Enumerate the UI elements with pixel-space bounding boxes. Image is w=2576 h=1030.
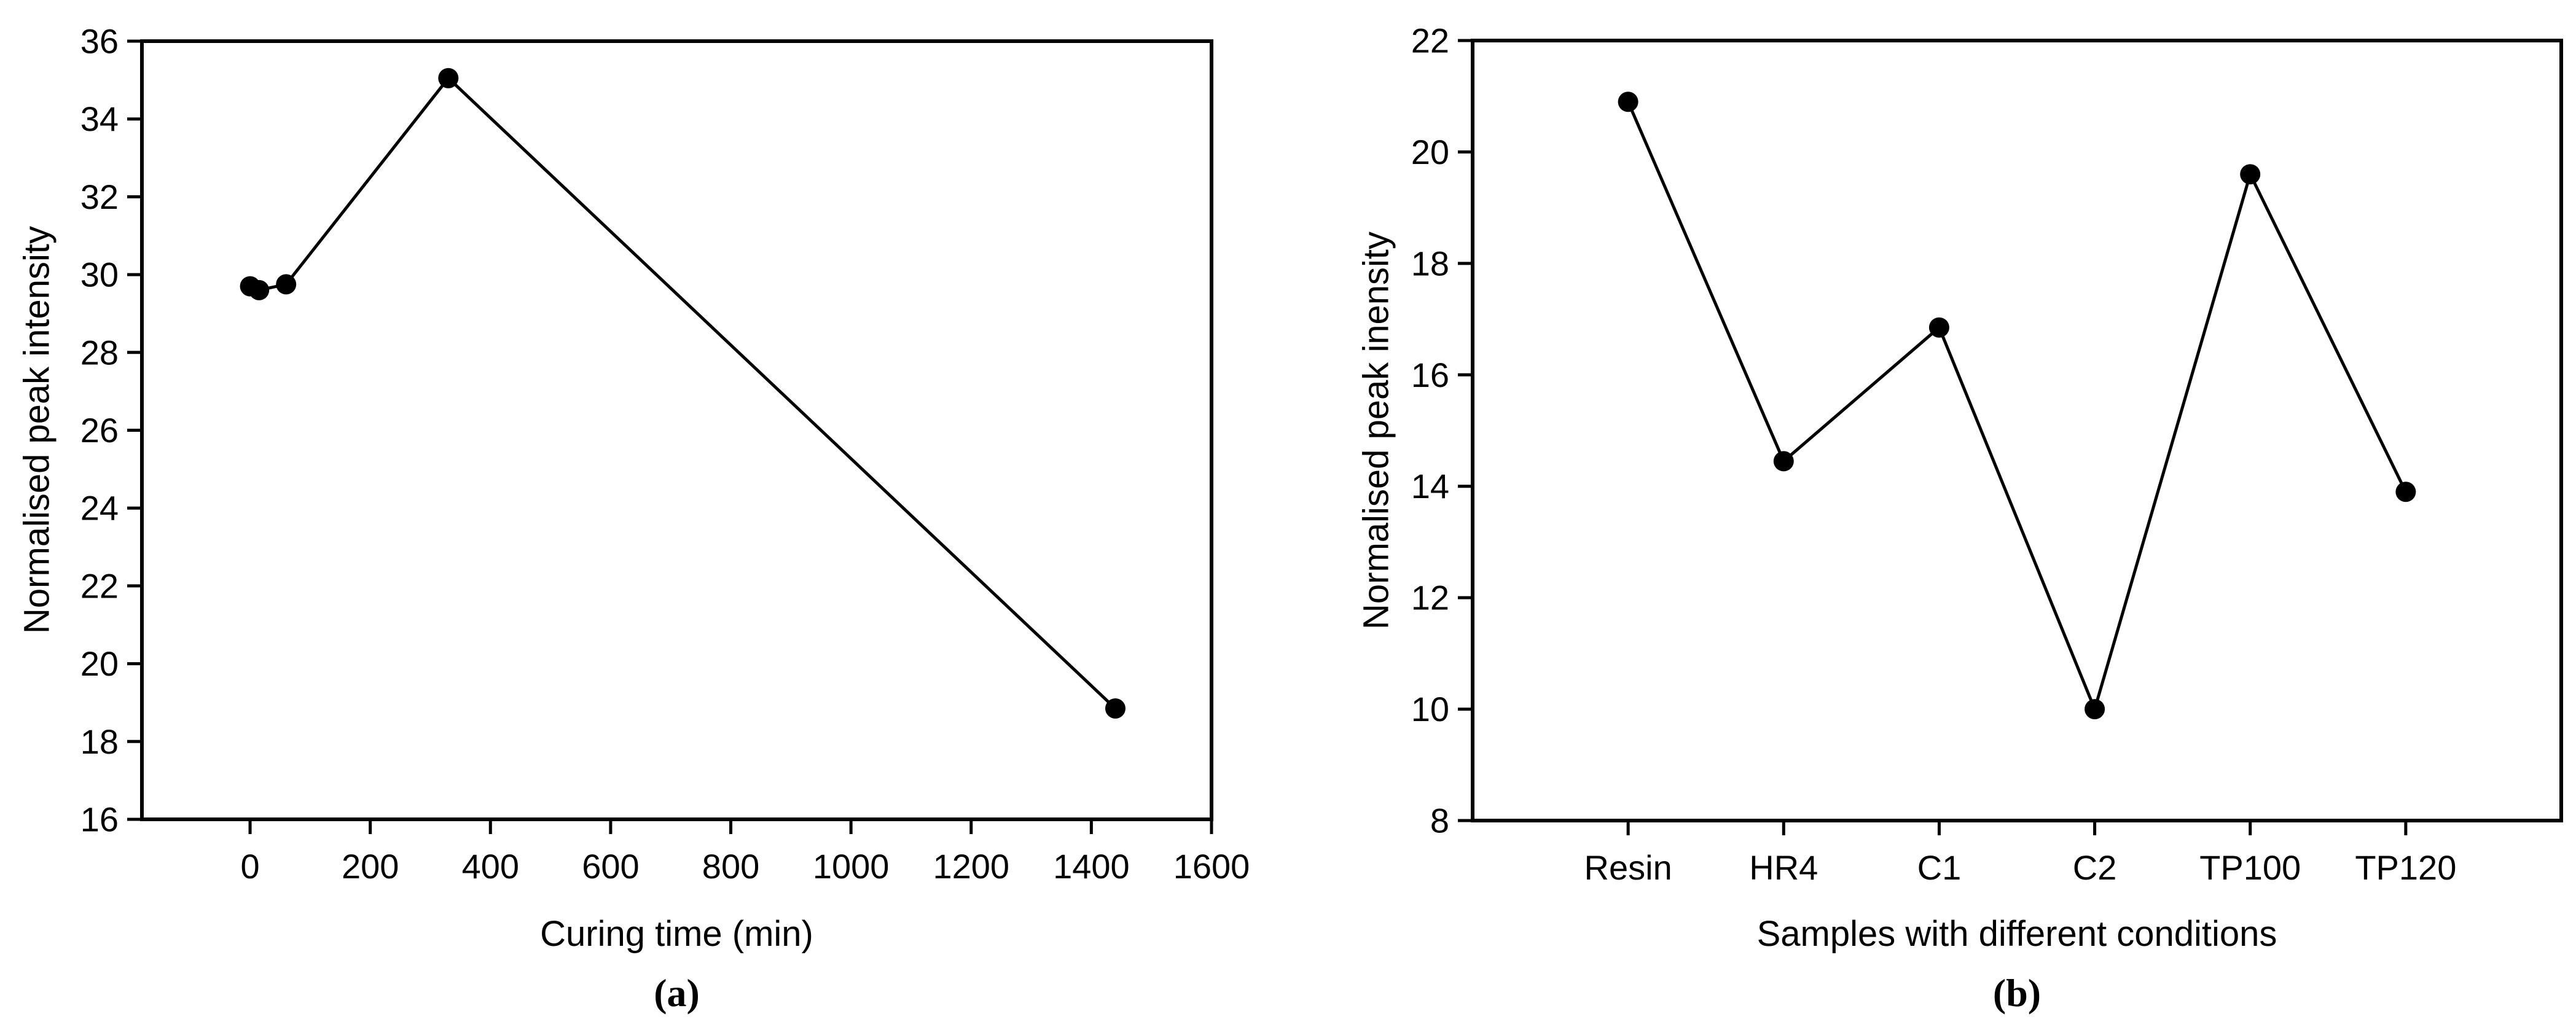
panel-b-y-tick-label: 16	[1411, 356, 1449, 394]
panel-a-x-tick-label: 1000	[813, 847, 890, 886]
panel-a-plot-frame	[140, 39, 1213, 821]
panel-a-data-point	[1105, 698, 1126, 719]
panel-b-data-point	[2085, 699, 2105, 720]
panel-a-x-tick-label: 1200	[933, 847, 1009, 886]
panel-a-series-line	[249, 76, 1117, 710]
panel-a-y-tick-label: 32	[80, 178, 119, 216]
panel-b-y-axis-title: Normalised peak inensity	[1356, 232, 1396, 630]
panel-a-y-tick-label: 20	[80, 644, 119, 683]
panel-b-x-tick-label: TP100	[2199, 848, 2301, 887]
panel-b-y-tick-label: 8	[1430, 802, 1449, 840]
panel-a-x-tick-label: 800	[702, 847, 759, 886]
panel-a-y-tick-label: 28	[80, 333, 119, 372]
panel-a-x-axis-title: Curing time (min)	[540, 914, 813, 954]
panel-a-x-tick-label: 400	[462, 847, 519, 886]
panel-a-data-point	[276, 274, 297, 295]
panel-a-caption: (a)	[654, 971, 700, 1015]
panel-a-y-tick-label: 30	[80, 256, 119, 294]
panel-b-y-tick-label: 12	[1411, 579, 1449, 617]
panel-b-x-tick-label: C1	[1917, 848, 1962, 887]
panel-a-x-tick-label: 200	[342, 847, 399, 886]
panel-b-x-axis-title: Samples with different conditions	[1756, 914, 2277, 954]
panel-b-data-point	[2240, 164, 2261, 185]
panel-a-y-tick-label: 34	[80, 99, 119, 138]
panel-b-x-tick-label: C2	[2073, 848, 2117, 887]
panel-b-y-tick-label: 10	[1411, 690, 1449, 728]
panel-a-y-tick-label: 16	[80, 800, 119, 839]
panel-b-data-point	[2395, 482, 2416, 502]
panel-b-y-tick-label: 22	[1411, 21, 1449, 60]
panel-a-y-tick-label: 26	[80, 411, 119, 450]
panel-a-x-tick-label: 1600	[1173, 847, 1250, 886]
panel-a-y-tick-label: 18	[80, 722, 119, 761]
panel-b-data-point	[1928, 317, 1949, 338]
panel-b-y-tick-label: 18	[1411, 244, 1449, 283]
panel-a-y-tick-label: 24	[80, 489, 119, 528]
panel-b-data-point	[1618, 92, 1638, 112]
panel-b-x-tick-label: Resin	[1584, 848, 1672, 887]
panel-a-y-axis-title: Normalised peak intensity	[17, 225, 57, 634]
panel-a-x-tick-label: 600	[582, 847, 639, 886]
panel-b-caption: (b)	[1992, 971, 2042, 1015]
panel-b-series-line	[1626, 101, 2408, 714]
panel-a-data-point	[438, 68, 459, 88]
panel-b-y-tick-label: 14	[1411, 467, 1449, 505]
panel-a-y-tick-label: 36	[80, 22, 119, 61]
panel-b-y-tick-label: 20	[1411, 133, 1449, 171]
panel-a-y-tick-label: 22	[80, 566, 119, 605]
panel-a-x-tick-label: 1400	[1053, 847, 1130, 886]
panel-b-x-tick-label: TP120	[2355, 848, 2456, 887]
panel-a-x-tick-label: 0	[240, 847, 259, 886]
panel-b-x-tick-label: HR4	[1749, 848, 1818, 887]
panel-a-data-point	[249, 279, 270, 300]
panel-b-plot-frame	[1471, 39, 2563, 822]
panel-b-data-point	[1773, 451, 1794, 472]
